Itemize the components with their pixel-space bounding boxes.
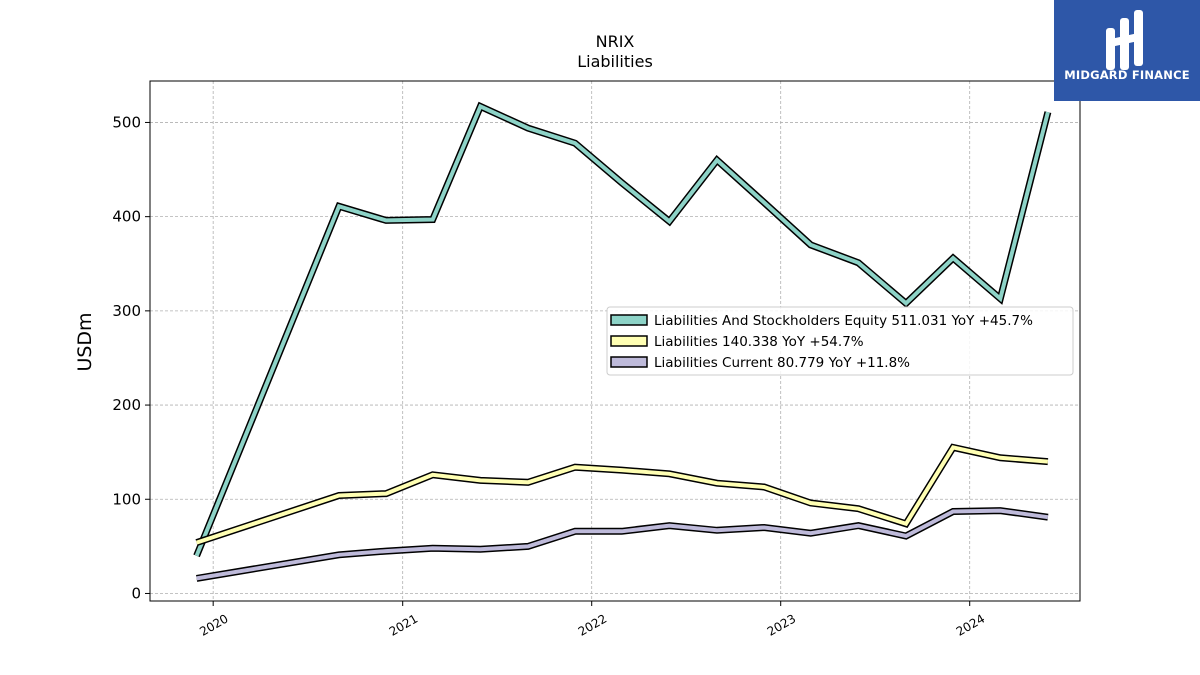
legend: Liabilities And Stockholders Equity 511.…: [606, 306, 1074, 376]
x-tick-label: 2021: [387, 611, 420, 638]
y-tick-label: 300: [112, 302, 141, 320]
y-axis-ticks: 0 100 200 300 400 500: [112, 113, 150, 602]
x-tick-label: 2023: [765, 611, 798, 638]
series-2-line: [196, 508, 1049, 581]
x-tick-label: 2024: [954, 611, 987, 638]
plot-area-frame: [149, 80, 1081, 602]
series-0-line: [194, 103, 1050, 557]
legend-box: [606, 306, 1074, 376]
legend-label: Liabilities 140.338 YoY +54.7%: [654, 334, 864, 350]
y-tick-label: 400: [112, 208, 141, 226]
legend-swatch: [610, 356, 648, 368]
chart-title: NRIX: [596, 32, 635, 51]
x-axis-ticks: 2020 2021 2022 2023 2024: [197, 601, 987, 639]
legend-label: Liabilities And Stockholders Equity 511.…: [654, 313, 1033, 329]
legend-swatch: [610, 335, 648, 347]
brand-name: MIDGARD FINANCE: [1064, 68, 1190, 82]
series-lines: [193, 101, 1052, 582]
x-tick-label: 2020: [197, 611, 230, 638]
y-tick-label: 0: [131, 584, 141, 602]
legend-label: Liabilities Current 80.779 YoY +11.8%: [654, 355, 910, 371]
series-1-line: [195, 445, 1049, 545]
series-2-outline: [196, 507, 1049, 582]
y-axis-label: USDm: [74, 312, 96, 371]
legend-swatch: [610, 314, 648, 326]
chart-subtitle: Liabilities: [577, 52, 653, 71]
brand-logo: MIDGARD FINANCE: [1054, 0, 1200, 101]
midgard-logo-icon: [1106, 10, 1143, 70]
x-tick-label: 2022: [576, 611, 609, 638]
y-tick-label: 500: [112, 113, 141, 131]
y-tick-label: 100: [112, 490, 141, 508]
y-tick-label: 200: [112, 396, 141, 414]
